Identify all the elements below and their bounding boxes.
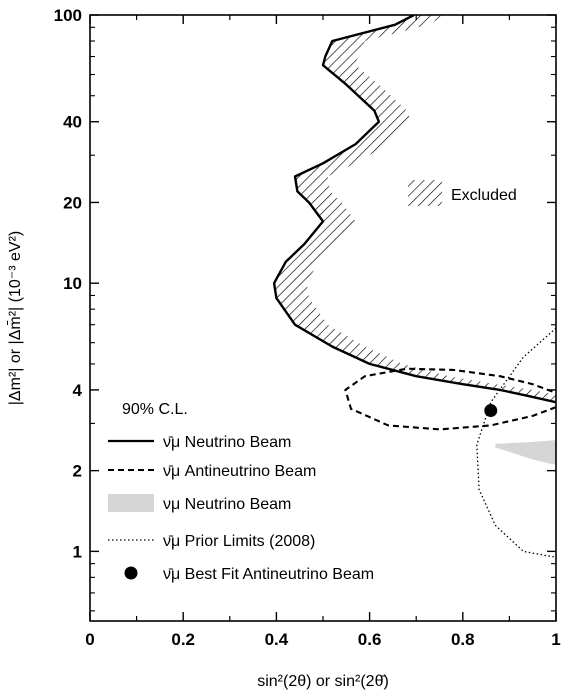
excluded-key: Excluded — [408, 180, 517, 206]
legend-label-series-0: ν̄μ Neutrino Beam — [163, 434, 291, 451]
axis-ticks: 0 0.2 0.4 0.6 0.8 1 1 2 4 10 20 40 100 — [54, 6, 561, 649]
legend-swatch-shaded — [108, 494, 154, 512]
plot-area — [272, 15, 556, 558]
y-tick-label: 20 — [63, 193, 82, 212]
y-tick-label: 1 — [73, 542, 82, 561]
excluded-hatch-swatch — [408, 180, 442, 206]
x-tick-label: 0 — [85, 630, 94, 649]
confidence-level-label: 90% C.L. — [122, 401, 188, 418]
legend: 90% C.L. ν̄μ Neutrino Beam ν̄μ Antineutr… — [108, 401, 374, 583]
y-axis-label: |Δm²| or |Δm̄²| (10⁻³ eV²) — [7, 231, 24, 405]
x-tick-label: 0.6 — [358, 630, 382, 649]
series-shaded-region — [495, 440, 556, 465]
series-line-dotted — [476, 327, 556, 558]
excluded-region — [274, 15, 556, 403]
legend-label-series-2: νμ Neutrino Beam — [163, 496, 291, 513]
legend-label-series-4: ν̄μ Best Fit Antineutrino Beam — [163, 566, 374, 583]
best-fit-point — [484, 404, 498, 418]
x-tick-label: 1 — [551, 630, 560, 649]
series-line-solid — [272, 15, 556, 404]
x-tick-label: 0.2 — [171, 630, 195, 649]
series-line-dashed — [344, 367, 556, 431]
y-tick-label: 100 — [54, 6, 82, 25]
x-axis-label: sin²(2θ) or sin²(2θ̄) — [257, 673, 389, 690]
plot-frame — [89, 14, 557, 622]
y-tick-label: 10 — [63, 274, 82, 293]
legend-label-series-3: ν̄μ Prior Limits (2008) — [163, 533, 315, 550]
legend-label-series-1: ν̄μ Antineutrino Beam — [163, 463, 316, 480]
y-tick-label: 2 — [73, 462, 82, 481]
excluded-label: Excluded — [451, 187, 517, 204]
x-tick-label: 0.8 — [451, 630, 475, 649]
legend-swatch-point — [124, 566, 138, 580]
y-tick-label: 4 — [73, 381, 83, 400]
y-tick-label: 40 — [63, 113, 82, 132]
x-tick-label: 0.4 — [265, 630, 289, 649]
